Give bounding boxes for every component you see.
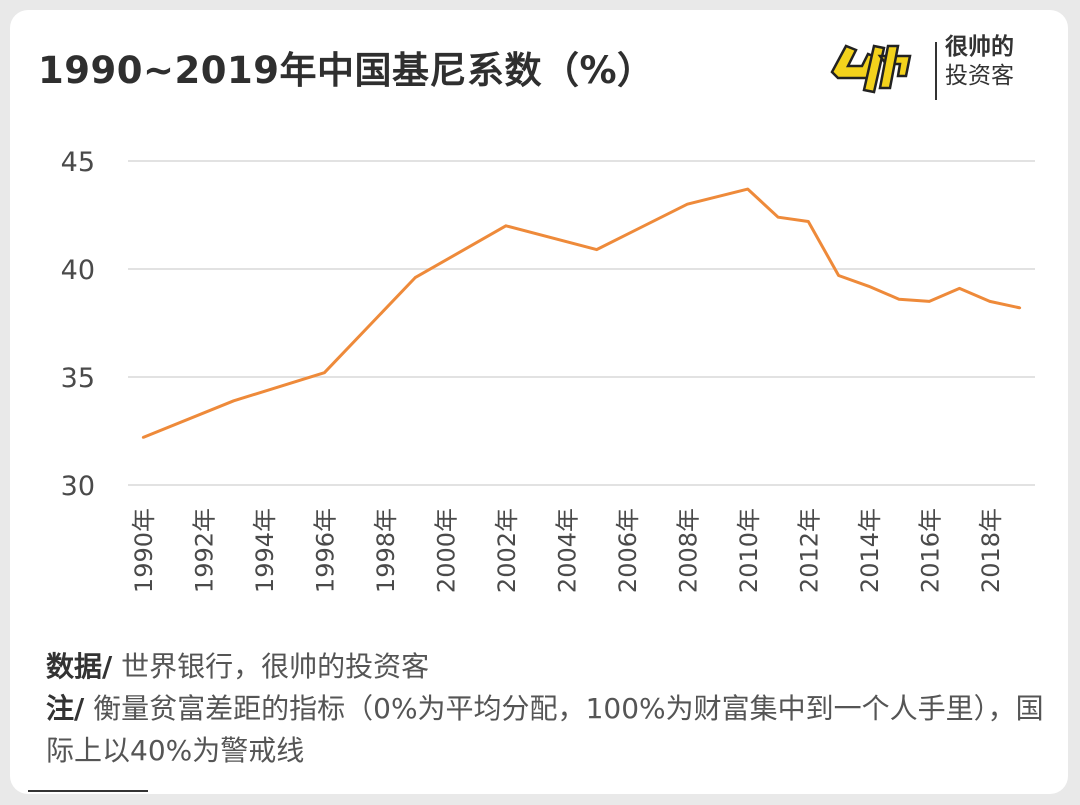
data-point	[595, 248, 598, 251]
x-tick-label: 1998年	[372, 508, 400, 593]
x-tick-label: 1996年	[311, 508, 339, 593]
y-tick-label: 40	[61, 255, 95, 286]
chart-card	[10, 10, 1068, 794]
source-line: 数据/ 世界银行，很帅的投资客	[46, 646, 1046, 688]
x-tick-label: 2000年	[432, 508, 460, 593]
data-point	[414, 276, 417, 279]
source-label: 数据/	[46, 650, 113, 683]
note-text: 衡量贫富差距的指标（0%为平均分配，100%为财富集中到一个人手里），国际上以4…	[46, 692, 1044, 767]
brand-logo-icon	[830, 44, 912, 94]
brand-separator	[935, 42, 937, 100]
brand-name: 很帅的 投资客	[945, 33, 1014, 91]
x-tick-label: 2006年	[614, 508, 642, 593]
data-point	[746, 187, 749, 191]
data-point	[141, 436, 145, 439]
footer-divider	[28, 790, 148, 792]
y-tick-label: 35	[61, 363, 95, 394]
data-point	[504, 224, 508, 227]
x-tick-label: 2018年	[977, 508, 1005, 593]
data-point	[1018, 306, 1022, 310]
brand-line2: 投资客	[945, 63, 1014, 89]
x-tick-label: 1992年	[190, 508, 218, 593]
x-tick-label: 2016年	[916, 508, 944, 593]
y-tick-label: 30	[61, 471, 95, 502]
data-point	[897, 298, 901, 301]
data-point	[776, 216, 780, 219]
data-point	[323, 371, 326, 374]
series-line	[142, 187, 1021, 439]
x-tick-label: 2014年	[856, 508, 884, 593]
data-point	[686, 203, 689, 206]
data-point	[867, 285, 870, 288]
note-line: 注/ 衡量贫富差距的指标（0%为平均分配，100%为财富集中到一个人手里），国际…	[46, 688, 1046, 772]
x-tick-label: 2008年	[674, 508, 702, 593]
x-tick-label: 2010年	[735, 508, 763, 593]
x-tick-label: 2012年	[795, 508, 823, 593]
x-tick-label: 1994年	[251, 508, 279, 593]
y-tick-label: 45	[61, 147, 95, 178]
chart-notes: 数据/ 世界银行，很帅的投资客 注/ 衡量贫富差距的指标（0%为平均分配，100…	[46, 646, 1046, 772]
chart-title: 1990~2019年中国基尼系数（%）	[38, 49, 655, 92]
data-point	[837, 274, 840, 277]
x-tick-label: 1990年	[130, 508, 158, 593]
data-point	[988, 300, 991, 303]
brand-line1: 很帅的	[945, 34, 1014, 60]
line-chart: 30 35 40 45 1990年 1992年 1994年 1996年 1998年 2000年 20…	[61, 147, 1035, 593]
source-text: 世界银行，很帅的投资客	[121, 650, 430, 683]
data-point	[958, 287, 961, 290]
x-tick-label: 2004年	[553, 508, 581, 593]
x-tick-label: 2002年	[493, 508, 521, 593]
note-label: 注/	[46, 692, 85, 725]
data-point	[807, 220, 810, 223]
data-point	[928, 300, 931, 303]
data-point	[232, 399, 235, 402]
